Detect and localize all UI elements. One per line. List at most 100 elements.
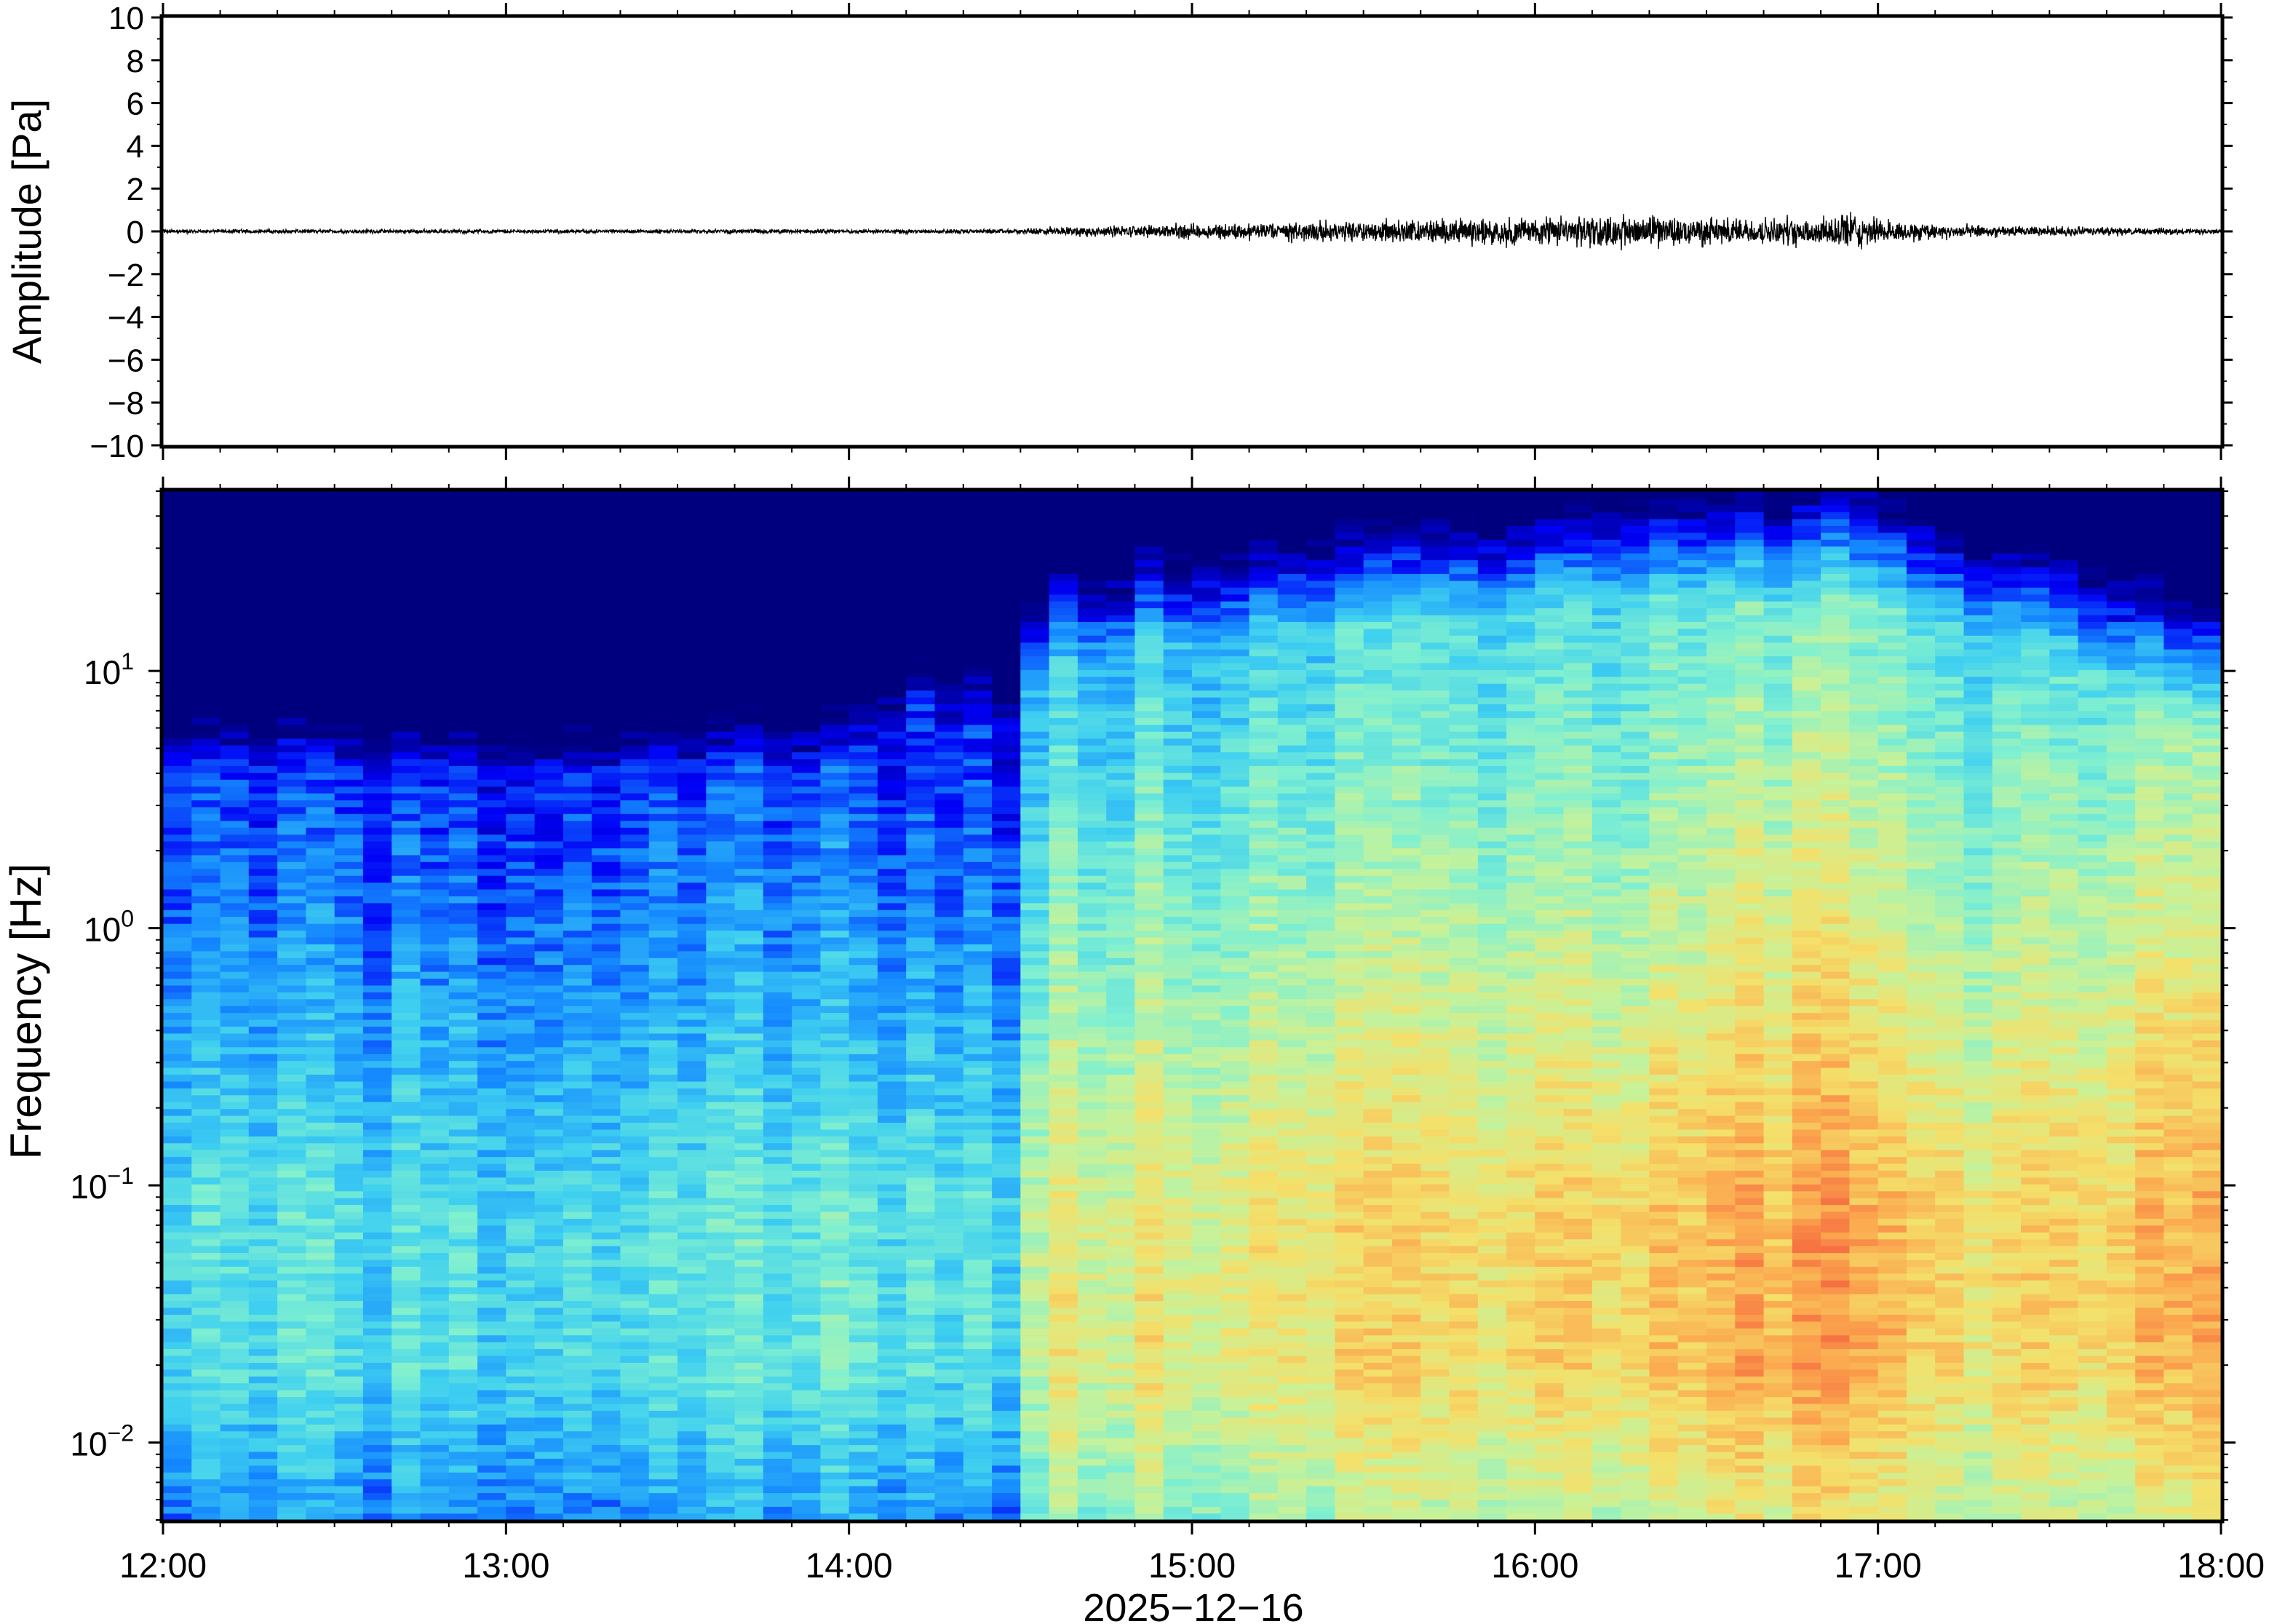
spectrogram-cell [306,1362,335,1370]
spectrogram-cell [792,724,822,732]
spectrogram-cell [963,566,993,574]
spectrogram-cell [534,1102,564,1110]
spectrogram-cell [277,1472,307,1480]
spectrogram-cell [220,978,250,986]
spectrogram-cell [277,875,307,883]
spectrogram-cell [334,532,364,540]
spectrogram-cell [306,950,335,958]
spectrogram-cell [849,621,878,629]
spectrogram-cell [448,1197,478,1206]
spectrogram-cell [534,710,564,718]
spectrogram-cell [563,1499,592,1507]
waveform-y-tick-label: 10 [108,1,144,36]
spectrogram-cell [906,1163,936,1171]
spectrogram-cell [362,909,392,918]
spectrogram-cell [1020,772,1050,780]
spectrogram-cell [792,1314,822,1322]
spectrogram-cell [420,1492,450,1500]
spectrogram-cell [1077,1424,1107,1432]
spectrogram-cell [849,848,878,856]
spectrogram-cell [163,958,193,966]
spectrogram-cell [992,1136,1022,1144]
spectrogram-cell [592,1410,621,1418]
spectrogram-cell [877,1088,907,1096]
spectrogram-cell [620,738,650,746]
spectrogram-cell [763,950,792,958]
spectrogram-cell [448,724,478,732]
spectrogram-cell [677,998,707,1006]
spectrogram-cell [306,1211,335,1219]
spectrogram-cell [763,696,792,704]
spectrogram-cell [477,861,507,869]
spectrogram-cell [620,1067,650,1075]
spectrogram-cell [163,978,193,986]
spectrogram-cell [220,875,250,883]
spectrogram-cell [1049,594,1078,602]
spectrogram-cell [534,1012,564,1020]
spectrogram-cell [677,772,707,780]
spectrogram-cell [963,690,993,698]
spectrogram-cell [992,518,1022,526]
spectrogram-cell [877,882,907,890]
spectrogram-cell [820,696,850,704]
spectrogram-cell [163,1417,193,1425]
spectrogram-cell [820,1012,850,1020]
spectrogram-cell [448,662,478,670]
spectrogram-cell [1020,1451,1050,1459]
spectrogram-cell [706,868,736,876]
spectrogram-cell [877,1314,907,1322]
spectrogram-cell [763,1348,792,1356]
spectrogram-cell [220,518,250,526]
spectrogram-cell [477,1006,507,1014]
spectrogram-cell [248,1136,278,1144]
spectrogram-cell [592,1177,621,1185]
spectrogram-cell [648,525,678,533]
spectrogram-cell [534,1328,564,1336]
spectrogram-cell [906,1492,936,1500]
spectrogram-cell [820,1410,850,1418]
spectrogram-cell [992,594,1022,602]
spectrogram-cell [849,978,878,986]
spectrogram-cell [334,1389,364,1398]
spectrogram-cell [563,950,592,958]
spectrogram-cell [620,1376,650,1384]
spectrogram-cell [706,621,736,629]
spectrogram-cell [448,1307,478,1315]
spectrogram-cell [248,1190,278,1198]
spectrogram-cell [963,1177,993,1185]
spectrogram-cell [563,1506,592,1514]
spectrogram-cell [392,1190,421,1198]
spectrogram-cell [849,682,878,691]
spectrogram-cell [906,573,936,581]
spectrogram-cell [277,1190,307,1198]
spectrogram-cell [277,1410,307,1418]
spectrogram-cell [420,1472,450,1480]
spectrogram-cell [1020,1273,1050,1281]
spectrogram-cell [620,998,650,1006]
spectrogram-cell [1020,1362,1050,1370]
spectrogram-cell [820,648,850,656]
spectrogram-cell [963,1424,993,1432]
spectrogram-cell [648,566,678,574]
spectrogram-cell [220,1499,250,1507]
spectrogram-cell [906,1054,936,1062]
spectrogram-cell [277,1341,307,1350]
spectrogram-cell [849,1046,878,1054]
spectrogram-cell [648,614,678,622]
spectrogram-cell [849,1177,878,1185]
spectrogram-cell [563,1396,592,1404]
spectrogram-cell [706,840,736,848]
spectrogram-cell [849,1376,878,1384]
spectrogram-cell [477,1314,507,1322]
spectrogram-cell [477,936,507,944]
spectrogram-cell [620,1437,650,1446]
spectrogram-cell [506,1006,536,1014]
spectrogram-cell [706,1355,736,1363]
spectrogram-cell [906,1437,936,1446]
spectrogram-cell [563,1252,592,1260]
spectrogram-cell [563,971,592,979]
spectrogram-cell [277,1032,307,1040]
spectrogram-cell [592,1019,621,1027]
spectrogram-cell [763,930,792,938]
spectrogram-cell [963,696,993,704]
